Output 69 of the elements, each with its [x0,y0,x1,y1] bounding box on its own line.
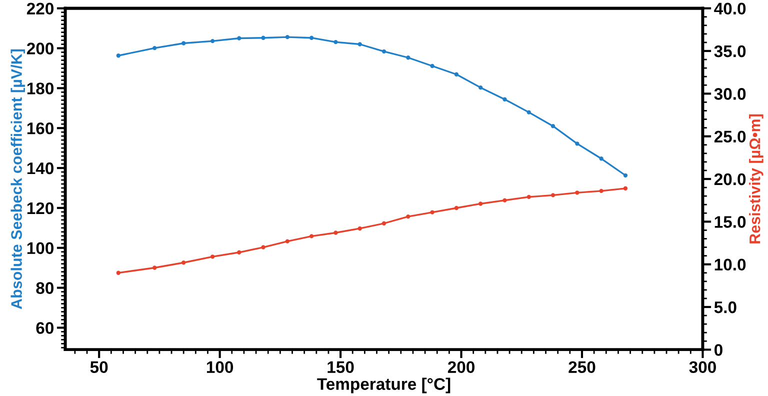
point [454,72,459,76]
point [575,142,580,146]
point [526,110,531,114]
x-tick-label: 50 [90,361,108,374]
point [575,190,580,195]
point [261,36,266,40]
point [358,226,362,231]
point [285,239,290,244]
point [526,194,531,199]
y2-axis-title: Resistivity [µΩ•m] [749,114,764,244]
point [237,250,242,254]
y2-tick-label: 15.0 [714,216,746,228]
point [237,36,242,40]
y2-tick-label: 30.0 [714,88,746,100]
point [382,49,386,54]
x-tick-label: 200 [448,361,474,374]
point [116,54,120,58]
y-tick-label: 220 [26,2,54,15]
point [454,206,459,210]
y-tick-label: 120 [27,202,54,214]
y-tick-label: 160 [27,122,54,134]
x-tick-label: 300 [689,361,716,374]
point [152,46,157,50]
y2-tick-label: 25.0 [714,130,746,143]
y2-tick-label: 5.0 [714,301,736,314]
point [334,230,338,235]
point [382,221,386,226]
point [309,36,314,40]
point [406,56,410,60]
point [623,173,628,178]
point [210,254,215,259]
y-tick-label: 180 [27,82,54,94]
y-tick-label: 60 [36,322,54,334]
y2-tick-label: 40.0 [714,2,746,15]
point [550,193,556,198]
point [599,156,604,161]
point [285,34,290,40]
point [502,198,507,202]
point [599,188,604,194]
point [430,210,434,214]
point [478,202,483,206]
point [478,85,483,90]
point [182,41,186,46]
y-tick-label: 140 [27,162,54,174]
point [334,40,338,44]
point [261,245,266,250]
y2-tick-label: 0 [714,344,722,356]
y-tick-label: 200 [26,42,54,54]
point [152,266,157,270]
point [358,42,362,46]
point [406,214,410,219]
y-tick-label: 100 [27,242,54,254]
point [430,64,434,68]
y-tick-label: 80 [36,282,54,294]
point [502,97,507,102]
point [309,234,314,238]
x-tick-label: 150 [328,361,354,374]
y2-tick-label: 20.0 [714,173,746,186]
y-axis-title: Absolute Seebeck coefficient [µV/K] [10,49,25,310]
point [210,38,215,44]
x-tick-label: 250 [568,361,596,374]
y2-tick-label: 10.0 [714,258,746,271]
x-tick-label: 100 [206,361,234,374]
point [550,124,556,128]
point [623,186,628,190]
point [182,260,186,265]
y2-tick-label: 35.0 [714,45,746,58]
point [116,270,120,275]
x-axis-title: Temperature [°C] [317,378,450,394]
